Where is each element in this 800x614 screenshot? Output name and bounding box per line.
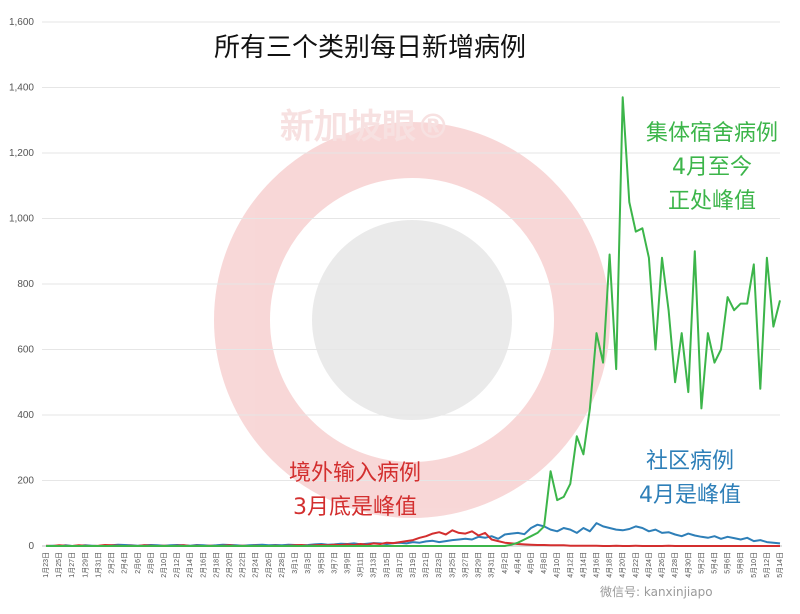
x-tick-label: 4月16日 — [593, 552, 601, 578]
x-tick-label: 5月12日 — [763, 552, 771, 578]
x-tick-label: 1月25日 — [55, 552, 63, 578]
x-tick-label: 3月11日 — [357, 552, 365, 577]
x-tick-label: 2月6日 — [134, 552, 142, 574]
watermark-text: 新加坡眼® — [280, 107, 450, 147]
x-tick-label: 2月4日 — [121, 552, 129, 574]
annotation-label: 社区病例 — [646, 449, 734, 474]
x-tick-label: 4月28日 — [671, 552, 679, 578]
x-tick-label: 3月21日 — [422, 552, 430, 578]
x-tick-label: 5月8日 — [737, 552, 745, 574]
y-tick-label: 1,000 — [9, 214, 34, 225]
x-tick-label: 3月1日 — [291, 552, 299, 574]
x-tick-label: 3月9日 — [343, 552, 351, 574]
x-tick-label: 2月8日 — [147, 552, 155, 574]
x-tick-label: 3月15日 — [383, 552, 391, 578]
x-tick-label: 2月28日 — [278, 552, 286, 578]
x-tick-label: 3月19日 — [409, 552, 417, 578]
x-tick-label: 2月12日 — [173, 552, 181, 578]
y-tick-label: 200 — [17, 476, 34, 487]
x-tick-label: 5月2日 — [697, 552, 705, 574]
x-tick-label: 1月27日 — [68, 552, 76, 578]
chart-title: 所有三个类别每日新增病例 — [214, 33, 526, 63]
x-tick-label: 4月2日 — [501, 552, 509, 574]
x-tick-label: 4月4日 — [514, 552, 522, 574]
x-tick-label: 2月14日 — [186, 552, 194, 578]
x-tick-label: 3月3日 — [304, 552, 312, 574]
watermark: 新加坡眼® — [214, 107, 610, 518]
series-line-0 — [45, 522, 781, 547]
x-axis-ticks: 1月23日 1月25日 1月27日 1月29日 1月31日 2月2日 2月4日 2月6日 2月8… — [42, 552, 784, 578]
annotation-label: 4月是峰值 — [639, 483, 741, 508]
x-tick-label: 1月23日 — [42, 552, 50, 578]
x-tick-label: 4月10日 — [553, 552, 561, 578]
x-tick-label: 5月6日 — [724, 552, 732, 574]
x-tick-label: 3月31日 — [488, 552, 496, 578]
x-tick-label: 4月26日 — [658, 552, 666, 578]
annotation-label: 3月底是峰值 — [293, 495, 417, 520]
x-tick-label: 2月26日 — [265, 552, 273, 578]
x-tick-label: 2月10日 — [160, 552, 168, 578]
x-tick-label: 2月18日 — [212, 552, 220, 578]
x-tick-label: 3月27日 — [461, 552, 469, 578]
y-tick-label: 800 — [17, 279, 34, 290]
x-tick-label: 1月31日 — [94, 552, 102, 578]
annotation-label: 集体宿舍病例 — [646, 121, 778, 146]
x-tick-label: 4月18日 — [606, 552, 614, 578]
watermark-ring-icon — [214, 122, 610, 518]
y-tick-label: 400 — [17, 410, 34, 421]
x-tick-label: 4月14日 — [579, 552, 587, 578]
x-tick-label: 3月7日 — [330, 552, 338, 574]
y-tick-label: 1,200 — [9, 148, 34, 159]
x-tick-label: 4月30日 — [684, 552, 692, 578]
x-tick-label: 2月20日 — [226, 552, 234, 578]
annotation-label: 境外输入病例 — [289, 461, 421, 486]
watermark-credit: 微信号: kanxinjiapo — [600, 585, 713, 599]
x-tick-label: 4月12日 — [566, 552, 574, 578]
x-tick-label: 5月10日 — [750, 552, 758, 578]
series-lines — [45, 96, 781, 547]
x-tick-label: 4月20日 — [619, 552, 627, 578]
x-tick-label: 3月25日 — [448, 552, 456, 578]
x-tick-label: 5月4日 — [710, 552, 718, 574]
x-tick-label: 3月29日 — [475, 552, 483, 578]
x-tick-label: 3月5日 — [317, 552, 325, 574]
x-tick-label: 3月13日 — [370, 552, 378, 578]
x-tick-label: 2月16日 — [199, 552, 207, 578]
x-tick-label: 3月23日 — [435, 552, 443, 578]
x-tick-label: 2月24日 — [252, 552, 260, 578]
x-tick-label: 3月17日 — [396, 552, 404, 578]
x-tick-label: 5月14日 — [776, 552, 784, 578]
y-axis-ticks: 0 200 400 600 800 1,000 1,200 1,400 1,600 — [9, 17, 34, 552]
watermark-disc-icon — [312, 220, 512, 420]
annotation-label: 正处峰值 — [668, 189, 756, 214]
annotation-label: 4月至今 — [672, 155, 752, 180]
y-tick-label: 0 — [28, 541, 34, 552]
x-tick-label: 4月24日 — [645, 552, 653, 578]
x-tick-label: 1月29日 — [81, 552, 89, 578]
x-tick-label: 2月2日 — [108, 552, 116, 574]
x-tick-label: 4月8日 — [540, 552, 548, 574]
x-tick-label: 2月22日 — [239, 552, 247, 578]
x-tick-label: 4月6日 — [527, 552, 535, 574]
series-line-2 — [46, 96, 781, 547]
y-tick-label: 600 — [17, 345, 34, 356]
x-tick-label: 4月22日 — [632, 552, 640, 578]
y-tick-label: 1,600 — [9, 17, 34, 28]
y-tick-label: 1,400 — [9, 83, 34, 94]
